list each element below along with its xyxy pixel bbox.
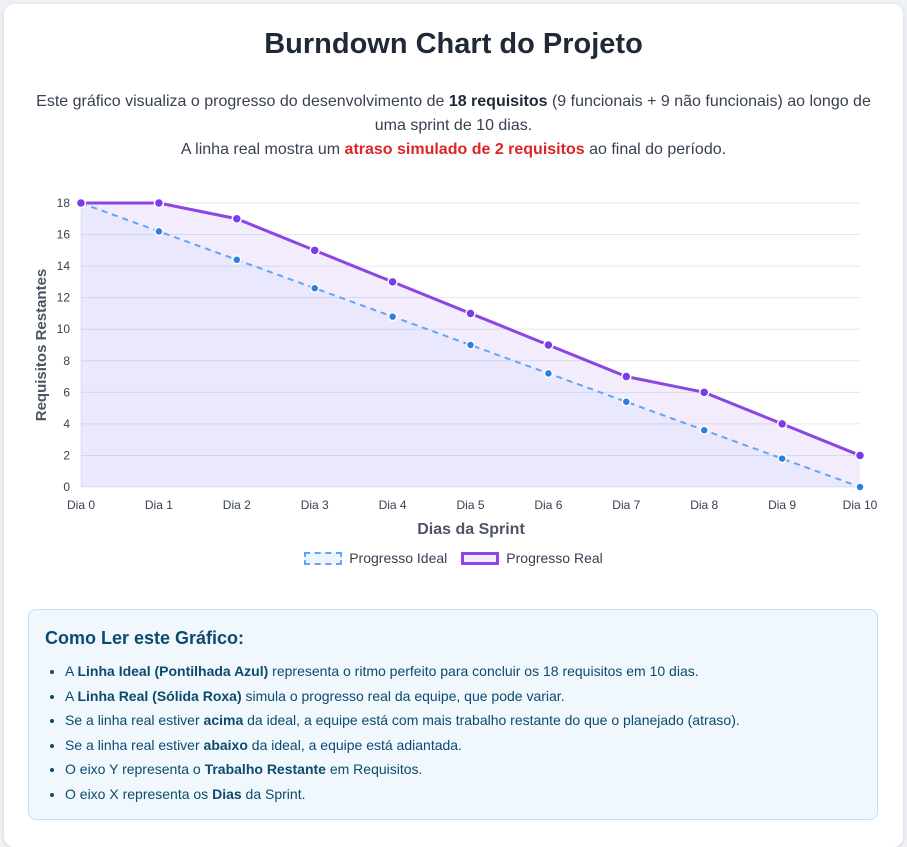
x-axis-label: Dias da Sprint	[417, 521, 525, 538]
y-tick-label: 18	[57, 196, 71, 210]
x-tick-label: Dia 1	[145, 498, 173, 512]
list-item: A Linha Real (Sólida Roxa) simula o prog…	[65, 684, 859, 709]
x-tick-label: Dia 0	[67, 498, 95, 512]
x-tick-label: Dia 8	[690, 498, 718, 512]
x-tick-label: Dia 6	[534, 498, 562, 512]
point-real	[543, 339, 554, 351]
y-axis-ticks: 0 2 4 6 8 10 12 14 16 18	[57, 196, 71, 494]
point-real	[153, 197, 165, 209]
series-points	[75, 197, 866, 492]
legend-label-real: Progresso Real	[506, 550, 603, 566]
y-tick-label: 10	[57, 322, 71, 336]
point-real	[465, 308, 476, 319]
intro-text-part: A linha real mostra um	[180, 141, 345, 158]
x-tick-label: Dia 2	[223, 498, 251, 512]
point-ideal	[387, 311, 398, 322]
info-text: representa o ritmo perfeito para conclui…	[268, 663, 699, 679]
legend-item-ideal[interactable]: Progresso Ideal	[304, 550, 447, 566]
point-real	[621, 371, 632, 382]
x-tick-label: Dia 3	[301, 498, 329, 512]
info-text: Se a linha real estiver	[65, 712, 204, 729]
info-bold: Linha Ideal (Pontilhada Azul)	[77, 663, 269, 679]
list-item: O eixo X representa os Dias da Sprint.	[65, 782, 859, 807]
point-ideal	[154, 226, 164, 237]
info-text: da ideal, a equipe está adiantada.	[247, 736, 462, 753]
legend-item-real[interactable]: Progresso Real	[461, 550, 603, 566]
x-tick-label: Dia 10	[843, 498, 878, 512]
list-item: Se a linha real estiver acima da ideal, …	[65, 708, 859, 733]
y-tick-label: 6	[63, 385, 70, 399]
info-text: A	[65, 663, 78, 679]
info-bold: Trabalho Restante	[204, 761, 326, 778]
x-tick-label: Dia 4	[379, 498, 407, 512]
legend-swatch-ideal	[304, 551, 343, 565]
point-ideal	[699, 425, 709, 435]
y-tick-label: 14	[57, 259, 71, 273]
info-text: simula o progresso real da equipe, que p…	[241, 687, 565, 704]
point-real	[854, 450, 866, 461]
point-ideal	[543, 368, 554, 379]
intro-text-part: (9 funcionais + 9 não funcionais) ao lon…	[374, 93, 871, 134]
info-text: Se a linha real estiver	[65, 736, 204, 753]
point-ideal	[232, 255, 242, 265]
page-title: Burndown Chart do Projeto	[264, 28, 643, 60]
info-title: Como Ler este Gráfico:	[45, 628, 245, 648]
point-real	[75, 197, 87, 209]
burndown-chart: Dia 0 Dia 1 Dia 2 Dia 3 Dia 4 Dia 5 Dia 6 Dia 7…	[33, 196, 878, 538]
y-tick-label: 12	[57, 291, 71, 305]
x-axis-ticks: Dia 0 Dia 1 Dia 2 Dia 3 Dia 4 Dia 5 Dia 6 Dia 7…	[67, 498, 878, 512]
point-real	[776, 418, 788, 430]
y-tick-label: 2	[63, 448, 70, 462]
info-text: A	[65, 687, 78, 704]
grid	[80, 202, 860, 488]
info-bold: abaixo	[203, 736, 248, 753]
intro-highlight-count: 18 requisitos	[448, 93, 548, 110]
y-tick-label: 4	[63, 417, 70, 431]
y-tick-label: 16	[57, 228, 71, 242]
point-real	[698, 387, 710, 398]
info-bold: Linha Real (Sólida Roxa)	[77, 687, 242, 704]
info-text: em Requisitos.	[325, 761, 423, 778]
point-ideal	[621, 397, 632, 407]
point-ideal	[309, 283, 320, 293]
list-item: A Linha Ideal (Pontilhada Azul) represen…	[65, 659, 859, 684]
point-ideal	[855, 482, 865, 492]
y-axis-label: Requisitos Restantes	[33, 269, 50, 422]
info-text: O eixo X representa os	[65, 785, 213, 802]
y-tick-label: 0	[63, 480, 70, 494]
point-real	[309, 245, 320, 256]
point-ideal	[777, 453, 787, 464]
x-tick-label: Dia 7	[612, 498, 640, 512]
point-real	[387, 276, 398, 288]
info-bold: Dias	[212, 785, 242, 802]
info-box: Como Ler este Gráfico: A Linha Ideal (Po…	[28, 609, 878, 820]
info-text: da ideal, a equipe está com mais trabalh…	[243, 712, 740, 729]
intro-text-part: ao final do período.	[584, 141, 727, 158]
intro-text: Este gráfico visualiza o progresso do de…	[30, 90, 877, 162]
intro-text-part: Este gráfico visualiza o progresso do de…	[36, 93, 449, 110]
legend-swatch-real	[461, 551, 500, 565]
point-ideal	[465, 340, 476, 350]
point-real	[231, 213, 243, 225]
info-list: A Linha Ideal (Pontilhada Azul) represen…	[45, 659, 859, 807]
y-tick-label: 8	[63, 354, 70, 368]
info-text: O eixo Y representa o	[65, 761, 205, 778]
x-tick-label: Dia 9	[768, 498, 796, 512]
info-text: da Sprint.	[241, 785, 306, 802]
info-bold: acima	[203, 712, 244, 729]
intro-highlight-delay: atraso simulado de 2 requisitos	[344, 141, 585, 158]
list-item: O eixo Y representa o Trabalho Restante …	[65, 757, 859, 782]
chart-legend: Progresso Ideal Progresso Real	[0, 550, 907, 566]
list-item: Se a linha real estiver abaixo da ideal,…	[65, 733, 859, 758]
x-tick-label: Dia 5	[456, 498, 484, 512]
legend-label-ideal: Progresso Ideal	[349, 550, 448, 566]
